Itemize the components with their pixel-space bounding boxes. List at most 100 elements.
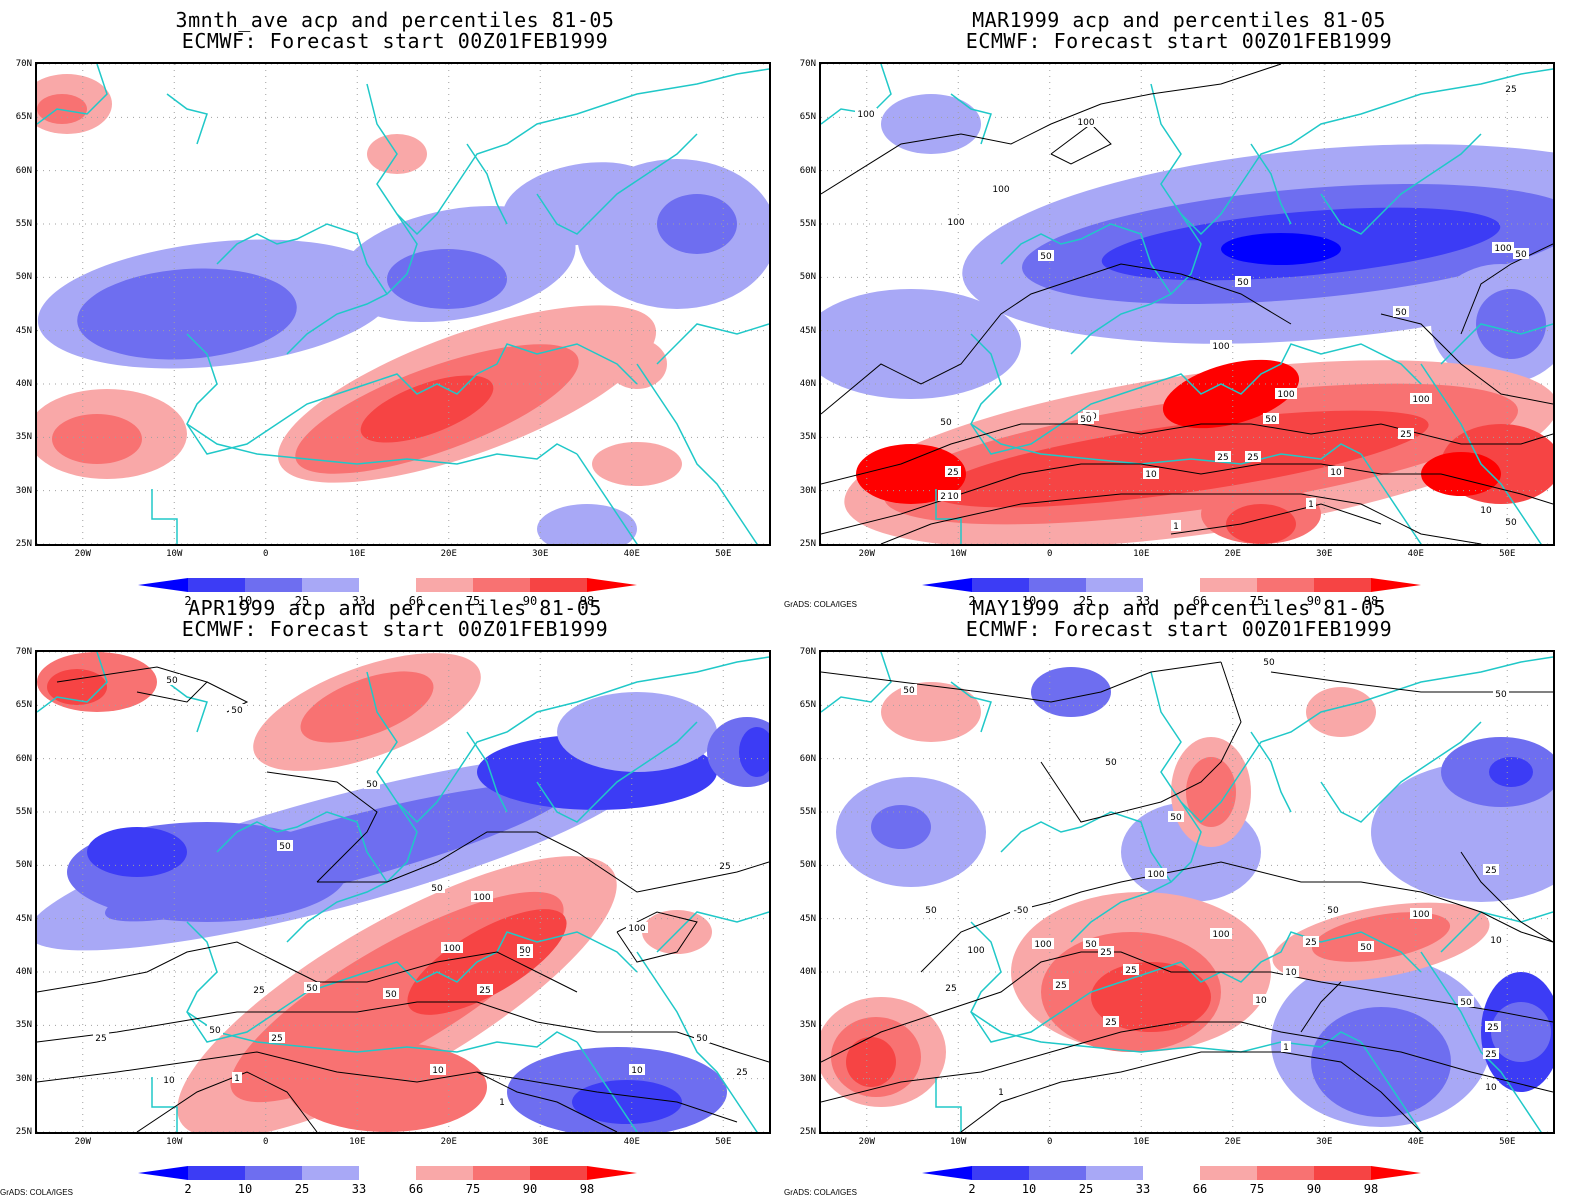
shaded-region bbox=[77, 268, 297, 360]
contour-label-bg bbox=[1263, 413, 1279, 424]
shaded-region bbox=[537, 504, 637, 544]
contour-line bbox=[821, 951, 1553, 1063]
contour-label: 25 bbox=[1125, 966, 1136, 976]
contour-label-bg bbox=[1410, 393, 1432, 404]
lon-tick-label: 10W bbox=[166, 549, 183, 559]
contour-label: 25 bbox=[479, 986, 490, 996]
lat-tick-label: 45N bbox=[799, 913, 816, 924]
contour-label: 25 bbox=[736, 1068, 747, 1078]
lon-tick-label: 50E bbox=[715, 1137, 732, 1147]
contour-label-bg bbox=[441, 942, 463, 953]
contour-label-bg bbox=[1038, 250, 1054, 261]
contour-label: 10 bbox=[1255, 996, 1267, 1006]
contour-label: 50 bbox=[1360, 943, 1372, 953]
lat-tick-label: 30N bbox=[15, 485, 32, 496]
contour-label: 25 bbox=[1400, 430, 1411, 440]
contour-label: 100 bbox=[1212, 342, 1229, 352]
contour-label-bg bbox=[1410, 908, 1432, 919]
shaded-region bbox=[592, 442, 682, 486]
colorbar-label: 75 bbox=[465, 1182, 481, 1196]
contour-label: 100 bbox=[473, 893, 490, 903]
contour-label: 10 bbox=[1285, 968, 1297, 978]
contour-label: 10 bbox=[432, 1066, 444, 1076]
lon-tick-label: 10E bbox=[1133, 1137, 1150, 1147]
contour-label: 10 bbox=[947, 492, 959, 502]
contour-label-bg bbox=[938, 416, 954, 427]
contour-label: 100 bbox=[992, 185, 1009, 195]
colorbar-segment bbox=[1371, 578, 1421, 592]
lon-tick-label: 10W bbox=[950, 1137, 967, 1147]
contour-label: 50 bbox=[279, 842, 291, 852]
colorbar-label: 2 bbox=[184, 594, 192, 608]
lon-tick-label: 20W bbox=[858, 549, 875, 559]
colorbar-label: 90 bbox=[522, 594, 538, 608]
contour-line bbox=[1380, 313, 1553, 405]
coastline bbox=[186, 333, 638, 455]
contour-label-bg bbox=[1123, 964, 1139, 975]
lon-tick-label: 50E bbox=[1499, 1137, 1516, 1147]
contour-label-bg bbox=[629, 1064, 645, 1075]
contour-label-bg bbox=[164, 674, 180, 685]
colorbar-segment bbox=[359, 1166, 416, 1180]
contour-label-bg bbox=[626, 922, 648, 933]
lon-tick-label: 0 bbox=[263, 549, 269, 559]
lon-tick-label: 20E bbox=[440, 1137, 457, 1147]
contour-label-bg bbox=[1171, 520, 1181, 531]
contour-label: 50 bbox=[385, 990, 397, 1000]
lat-tick-label: 70N bbox=[15, 59, 32, 69]
contour-label: 100 bbox=[1277, 390, 1294, 400]
panel-subtitle: ECMWF: Forecast start 00Z01FEB1999 bbox=[965, 29, 1393, 53]
contour-label-bg bbox=[1303, 936, 1319, 947]
colorbar bbox=[922, 578, 1458, 592]
colorbar-segment bbox=[245, 1166, 302, 1180]
colorbar-label: 66 bbox=[1192, 594, 1208, 608]
lat-tick-label: 55N bbox=[15, 807, 32, 817]
shaded-region bbox=[287, 1042, 487, 1132]
colorbar-label: 98 bbox=[579, 1182, 595, 1196]
lon-tick-label: 0 bbox=[1047, 549, 1053, 559]
coastline bbox=[1250, 731, 1292, 813]
lon-tick-label: 0 bbox=[263, 1137, 269, 1147]
shaded-region bbox=[360, 375, 494, 443]
colorbar-label: 2 bbox=[968, 1182, 976, 1196]
colorbar-label: 25 bbox=[1078, 1182, 1094, 1196]
lat-tick-label: 25N bbox=[15, 1127, 32, 1137]
coastline bbox=[1420, 363, 1542, 544]
contour-label: 50 bbox=[1105, 758, 1117, 768]
contour-label: 100 bbox=[443, 944, 460, 954]
contour-label: 50 bbox=[940, 418, 952, 428]
colorbar-segment bbox=[1371, 1166, 1421, 1180]
map-plot: 50 50 50 50 50 100 100 50 50 50 100 50 25 25 25 50 25 10 1… bbox=[35, 650, 771, 1134]
contour-label-bg bbox=[855, 108, 877, 119]
contour-label: 100 bbox=[628, 924, 645, 934]
lat-tick-label: 50N bbox=[15, 272, 32, 283]
panel-subtitle: ECMWF: Forecast start 00Z01FEB1999 bbox=[965, 617, 1393, 641]
shaded-region bbox=[846, 1037, 896, 1087]
contour-label-bg bbox=[1275, 388, 1297, 399]
lat-tick-label: 60N bbox=[15, 753, 32, 764]
contour-label: 25 bbox=[719, 862, 730, 872]
contour-label: 1 bbox=[234, 1074, 240, 1084]
contour-label: 50 bbox=[306, 984, 318, 994]
contour-line bbox=[136, 1071, 318, 1132]
lat-tick-label: 40N bbox=[799, 967, 816, 977]
coastline bbox=[1000, 811, 1172, 883]
colorbar bbox=[922, 1166, 1458, 1180]
contour-line bbox=[37, 1051, 738, 1123]
panel-subtitle: ECMWF: Forecast start 00Z01FEB1999 bbox=[181, 29, 609, 53]
contour-label: 50 bbox=[431, 884, 443, 894]
colorbar-label: 75 bbox=[1249, 594, 1265, 608]
contour-label-bg bbox=[1032, 938, 1054, 949]
lat-tick-label: 45N bbox=[15, 325, 32, 336]
coastline bbox=[950, 93, 992, 145]
shaded-region bbox=[739, 727, 769, 777]
lon-tick-label: 10W bbox=[166, 1137, 183, 1147]
colorbar-label: 10 bbox=[1021, 1182, 1037, 1196]
lat-tick-label: 30N bbox=[15, 1073, 32, 1084]
contour-label: 50 bbox=[1085, 940, 1097, 950]
colorbar-segment bbox=[359, 578, 416, 592]
contour-label-bg bbox=[1168, 811, 1184, 822]
contour-label: 50 bbox=[1040, 252, 1052, 262]
contour-label-bg bbox=[277, 840, 293, 851]
coastline bbox=[1320, 721, 1482, 823]
